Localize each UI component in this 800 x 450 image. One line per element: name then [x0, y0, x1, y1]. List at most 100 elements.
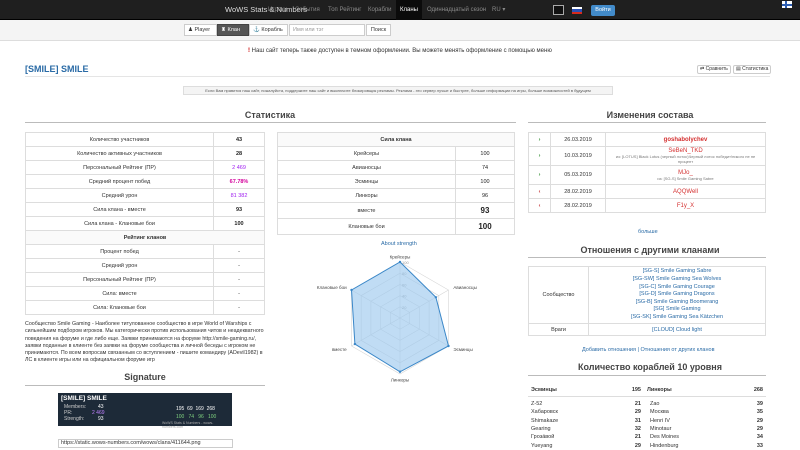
table-row: Количество активных участников 28	[25, 146, 265, 161]
search-input[interactable]: Имя или тэг	[289, 24, 365, 36]
compare-icon: ⇄	[700, 66, 705, 72]
radar-point	[398, 370, 402, 373]
strength-label: Авианосцы	[277, 160, 456, 175]
stat-value: 67.78%	[213, 174, 265, 189]
theme-toggle[interactable]	[553, 5, 564, 15]
related-clan-link[interactable]: [SG-B] Smile Gaming Boomerang	[635, 298, 719, 305]
table-row: Средний урон 81 382	[25, 188, 265, 203]
ship-name[interactable]: Гроза́вой	[531, 434, 555, 441]
more-changes-link[interactable]: больше	[638, 229, 658, 235]
nav-item-events[interactable]: События	[295, 7, 320, 13]
related-clan-link[interactable]: [SG-SK] Smile Gaming Sea Kätzchen	[630, 313, 723, 320]
stat-label: Количество активных участников	[25, 146, 214, 161]
strength-value: 93	[455, 202, 515, 219]
change-player[interactable]: MJo_ из: [SG-S] Smile Gaming Sabre	[605, 165, 766, 185]
enemies-list: [CLOUD] Cloud light	[588, 323, 766, 336]
ship-name[interactable]: Z-52	[531, 401, 543, 408]
rating-header: Рейтинг кланов	[25, 230, 265, 245]
strength-value: 100	[455, 146, 515, 161]
table-row: Персональный Рейтинг (ПР) 2 469	[25, 160, 265, 175]
change-player[interactable]: AQQWell	[605, 184, 766, 199]
player-name[interactable]: SeBeN_TKD	[668, 148, 703, 154]
compare-button[interactable]: ⇄ Сравнить	[697, 65, 731, 74]
other-relations-link[interactable]: Отношения от других кланов	[640, 347, 715, 353]
warning-icon: !	[248, 48, 250, 54]
change-date: 28.02.2019	[550, 198, 606, 213]
relations-table: Сообщество [SG-S] Smile Gaming Sabre [SG-S…	[528, 266, 766, 336]
nav-item-season[interactable]: Одиннадцатый сезон	[427, 7, 487, 13]
russian-flag-icon[interactable]	[572, 7, 582, 14]
login-button[interactable]: Войти	[591, 5, 615, 16]
user-icon: ♟	[188, 27, 193, 33]
ship-count: 32	[634, 426, 641, 433]
tab-ship[interactable]: ⚓ Корабль	[249, 24, 288, 36]
ship-name[interactable]: Gearing	[531, 426, 551, 433]
chevron-right-icon: ›	[528, 132, 551, 147]
ship-name[interactable]: Hindenburg	[650, 442, 679, 449]
table-row: Хабаровск 29 Москва 35	[528, 408, 766, 416]
nav-item-language[interactable]: RU ▾	[492, 7, 506, 13]
radar-axis-label: Крейсеры	[390, 253, 411, 259]
ship-count: 31	[634, 417, 641, 424]
ship-name[interactable]: Des Moines	[650, 434, 680, 441]
chevron-left-icon: ‹	[528, 184, 551, 199]
change-player[interactable]: SeBeN_TKD из: [LOTUS] Black Lotus (черный…	[605, 146, 766, 166]
table-row: Клановые бои 100	[277, 218, 515, 235]
ship-count: 21	[634, 401, 641, 408]
ship-name[interactable]: Shimakaze	[531, 417, 559, 424]
signature-image: [SMILE] SMILE Members: 43 PR: 2 469 Stre…	[58, 393, 232, 429]
stat-value: 100	[213, 216, 265, 231]
tab-player[interactable]: ♟ Player	[184, 24, 217, 36]
ship-name[interactable]: Henri IV	[650, 417, 670, 424]
relations-links: Добавить отношения | Отношения от других…	[582, 347, 715, 353]
ship-name[interactable]: Москва	[650, 409, 669, 416]
rating-label: Сила: Клановые бои	[25, 300, 214, 315]
statistics-button[interactable]: ▤ Статистика	[733, 65, 772, 74]
related-clan-link[interactable]: [SG] Smile Gaming	[653, 306, 701, 313]
brand-link[interactable]: WoWS Stats & Numbers	[225, 5, 307, 14]
nav-item-ships[interactable]: Корабли	[368, 7, 392, 13]
chevron-right-icon: ›	[528, 146, 551, 166]
player-name[interactable]: F1y_X	[676, 202, 695, 209]
ship-name[interactable]: Хабаровск	[531, 409, 558, 416]
chevron-right-icon: ›	[528, 165, 551, 185]
finland-flag-icon[interactable]	[782, 1, 792, 8]
change-player[interactable]: F1y_X	[605, 198, 766, 213]
radar-tick-label: 100	[402, 260, 409, 265]
clan-strength-table: Сила клана Крейсеры 100 Авианосцы 74 Эсминцы 1…	[277, 132, 515, 235]
ship-name[interactable]: Yueyang	[531, 442, 553, 449]
table-row: Сообщество [SG-S] Smile Gaming Sabre [SG-S…	[528, 266, 766, 324]
add-relations-link[interactable]: Добавить отношения	[582, 347, 636, 353]
ship-name[interactable]: Zao	[650, 401, 660, 408]
nav-item-top-rating[interactable]: Топ Рейтинг	[328, 7, 362, 13]
related-clan-link[interactable]: [SG-C] Smile Gaming Courage	[639, 283, 715, 290]
rating-label: Средний урон	[25, 258, 214, 273]
community-list: [SG-S] Smile Gaming Sabre [SG-SW] Smile G…	[588, 266, 766, 324]
nav-item-players[interactable]: Игроки	[268, 7, 288, 13]
related-clan-link[interactable]: [SG-S] Smile Gaming Sabre	[642, 268, 712, 275]
ship-name[interactable]: Minotaur	[650, 426, 672, 433]
change-player[interactable]: goshabolychev	[605, 132, 766, 147]
clan-description: Сообщество Smile Gaming - Наиболее титул…	[25, 321, 264, 364]
strength-value: 96	[455, 188, 515, 203]
table-row: Yueyang 29 Hindenburg 33	[528, 441, 766, 449]
search-button[interactable]: Поиск	[366, 24, 391, 36]
player-name[interactable]: MJo_	[678, 169, 693, 176]
related-clan-link[interactable]: [CLOUD] Cloud light	[652, 326, 702, 333]
signature-strength: 93	[98, 416, 104, 422]
signature-url-input[interactable]: https://static.wows-numbers.com/wows/cla…	[58, 439, 233, 448]
ship-count: 33	[756, 442, 763, 449]
related-clan-link[interactable]: [SG-SW] Smile Gaming Sea Wolves	[632, 276, 722, 283]
related-clan-link[interactable]: [SG-D] Smile Gaming Dragons	[639, 291, 715, 298]
signature-members: 43	[98, 404, 104, 410]
player-name[interactable]: goshabolychev	[663, 136, 708, 143]
ships-table: Эсминцы 195 Линкоры 268 Z-52 21 Zao 39 Хабаровск…	[528, 384, 766, 450]
about-strength-link[interactable]: About strength	[381, 241, 417, 247]
player-name[interactable]: AQQWell	[673, 188, 698, 195]
tab-clan[interactable]: ♜ Клан	[217, 24, 249, 36]
nav-item-clans[interactable]: Кланы	[396, 0, 422, 20]
strength-header: Сила клана	[277, 132, 515, 147]
stat-label: Персональный Рейтинг (ПР)	[25, 160, 214, 175]
table-row: › 26.03.2019 goshabolychev	[528, 132, 766, 147]
change-date: 28.02.2019	[550, 184, 606, 199]
